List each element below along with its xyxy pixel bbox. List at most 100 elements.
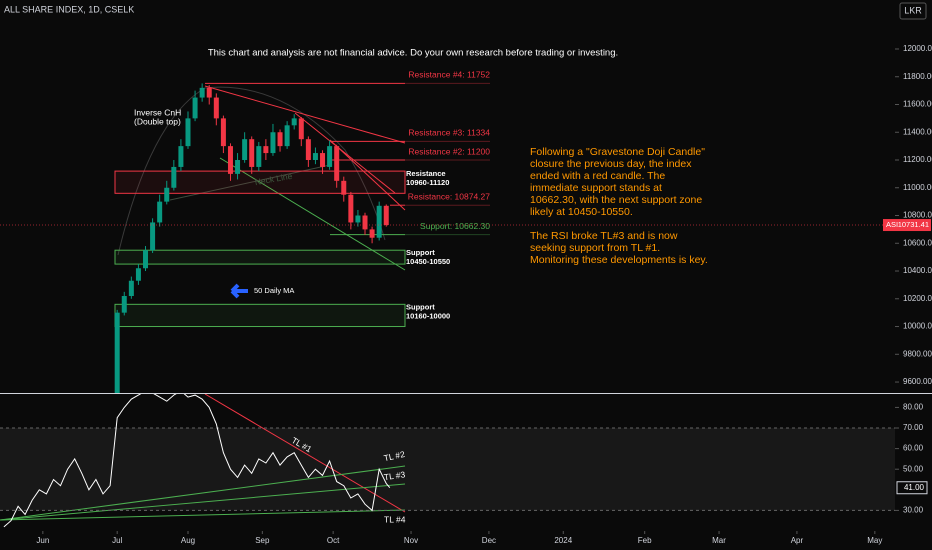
candle-body bbox=[199, 87, 205, 98]
annotation: (Double top) bbox=[134, 116, 181, 126]
candle-body bbox=[235, 160, 241, 174]
y-tick-label: 10600.00 bbox=[903, 238, 932, 247]
candle-body bbox=[227, 146, 233, 174]
x-tick-label: Jul bbox=[112, 536, 122, 545]
candle-body bbox=[249, 139, 255, 167]
x-tick-label: Aug bbox=[181, 536, 195, 545]
price-tag-symbol: ASI bbox=[886, 220, 898, 229]
candle-body bbox=[355, 215, 361, 223]
candle-body bbox=[150, 222, 156, 251]
candle-body bbox=[263, 146, 269, 154]
trend-line bbox=[0, 465, 406, 521]
candle-body bbox=[334, 146, 340, 181]
x-tick-label: Feb bbox=[638, 536, 652, 545]
candle-body bbox=[192, 97, 198, 119]
trendline-label: TL #2 bbox=[383, 449, 406, 463]
candle-body bbox=[171, 166, 177, 188]
level-label: Resistance #2: 11200 bbox=[408, 146, 490, 156]
x-tick-label: May bbox=[867, 536, 882, 545]
x-tick-label: 2024 bbox=[554, 536, 572, 545]
trend-line bbox=[219, 157, 406, 271]
zone bbox=[114, 303, 406, 328]
candle-body bbox=[298, 118, 304, 140]
candle-body bbox=[242, 139, 248, 161]
zone bbox=[114, 170, 406, 194]
candle-body bbox=[284, 125, 290, 147]
y-tick-label: 10000.00 bbox=[903, 322, 932, 331]
candle-body bbox=[383, 205, 389, 226]
y-tick-label: 80.00 bbox=[903, 403, 924, 412]
trend-line bbox=[329, 139, 406, 211]
candle-body bbox=[256, 146, 262, 167]
level-label: Support: 10662.30 bbox=[420, 221, 490, 231]
y-tick-label: 11000.00 bbox=[903, 183, 932, 192]
zone-title: Resistance bbox=[406, 169, 446, 178]
level-label: Resistance: 10874.27 bbox=[408, 191, 490, 201]
price-tag-value: 10731.41 bbox=[898, 220, 929, 229]
zone-range: 10450-10550 bbox=[406, 257, 450, 266]
candle-body bbox=[320, 153, 326, 167]
x-tick-label: Nov bbox=[404, 536, 418, 545]
y-tick-label: 70.00 bbox=[903, 423, 924, 432]
candle-body bbox=[369, 229, 375, 238]
y-tick-label: 11600.00 bbox=[903, 100, 932, 109]
zone bbox=[114, 249, 406, 265]
candle-body bbox=[121, 295, 127, 313]
candle-body bbox=[164, 187, 170, 202]
y-tick-label: 10200.00 bbox=[903, 294, 932, 303]
price-tag bbox=[883, 219, 931, 232]
trendline-label: TL #4 bbox=[384, 514, 406, 524]
candle-body bbox=[376, 205, 382, 238]
candle-body bbox=[312, 153, 318, 161]
candle-body bbox=[341, 180, 347, 195]
candle-body bbox=[277, 132, 283, 147]
zone-title: Support bbox=[406, 248, 435, 257]
y-tick-label: 10800.00 bbox=[903, 211, 932, 220]
y-tick-label: 9800.00 bbox=[903, 349, 932, 358]
candle-body bbox=[157, 201, 163, 223]
candle-body bbox=[348, 194, 354, 223]
rsi-line bbox=[3, 394, 391, 528]
currency-box[interactable] bbox=[899, 2, 927, 20]
commentary: Following a "Gravestone Doji Candle" clo… bbox=[530, 146, 708, 278]
candle-body bbox=[305, 139, 311, 161]
y-tick-label: 12000.00 bbox=[903, 44, 932, 53]
trend-line bbox=[0, 483, 406, 521]
y-tick-label: 11400.00 bbox=[903, 127, 932, 136]
y-tick-label: 9600.00 bbox=[903, 377, 932, 386]
annotation: 50 Daily MA bbox=[254, 286, 294, 295]
cup-arc bbox=[117, 86, 386, 256]
disclaimer: This chart and analysis are not financia… bbox=[208, 48, 618, 59]
y-tick-label: 50.00 bbox=[903, 464, 924, 473]
x-tick-label: Apr bbox=[791, 536, 804, 545]
x-tick-label: Oct bbox=[327, 536, 340, 545]
trend-line bbox=[204, 394, 406, 513]
y-tick-label: 30.00 bbox=[903, 506, 924, 515]
trend-line bbox=[294, 112, 396, 194]
zone-title: Support bbox=[406, 302, 435, 311]
y-tick-label: 60.00 bbox=[903, 444, 924, 453]
y-tick-label: 11800.00 bbox=[903, 72, 932, 81]
y-tick-label: 11200.00 bbox=[903, 155, 932, 164]
trend-line bbox=[0, 509, 406, 521]
arrow bbox=[230, 283, 248, 299]
x-tick-label: Sep bbox=[255, 536, 270, 545]
candle-body bbox=[178, 146, 184, 167]
currency[interactable]: LKR bbox=[904, 5, 922, 15]
candle-body bbox=[213, 97, 219, 119]
y-tick-label: 10400.00 bbox=[903, 266, 932, 275]
candle-body bbox=[114, 312, 120, 393]
candle-body bbox=[128, 280, 134, 296]
level-label: Resistance #4: 11752 bbox=[408, 70, 490, 80]
x-tick-label: Jun bbox=[36, 536, 49, 545]
candle-body bbox=[206, 87, 212, 98]
commentary-text: Following a "Gravestone Doji Candle" clo… bbox=[530, 146, 705, 218]
rsi-pane bbox=[0, 394, 895, 528]
candle-body bbox=[185, 118, 191, 147]
candle-body bbox=[220, 118, 226, 147]
candle-body bbox=[327, 146, 333, 167]
trend-line bbox=[204, 85, 406, 144]
annotation: Inverse CnH bbox=[134, 107, 181, 117]
